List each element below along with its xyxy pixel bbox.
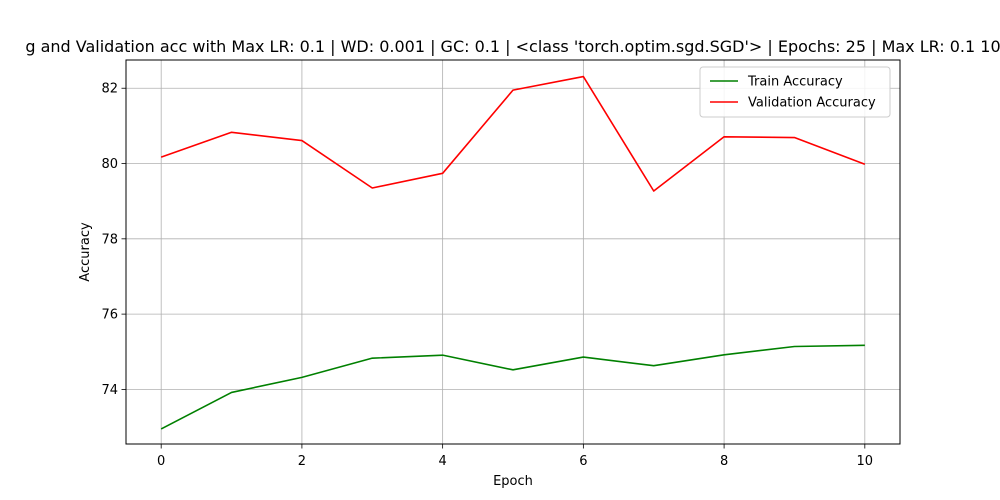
x-axis-label: Epoch bbox=[493, 474, 533, 489]
x-tick-label: 0 bbox=[157, 454, 165, 469]
y-axis-label: Accuracy bbox=[78, 222, 93, 282]
axis-ticks: 0 2 4 6 8 10 74 76 78 80 82 bbox=[101, 82, 873, 469]
series-lines bbox=[160, 75, 866, 430]
x-tick-label: 4 bbox=[438, 454, 446, 469]
legend-label: Train Accuracy bbox=[747, 75, 843, 90]
y-tick-label: 82 bbox=[101, 82, 118, 97]
x-tick-label: 2 bbox=[298, 454, 306, 469]
legend-box bbox=[699, 66, 891, 118]
y-tick-label: 76 bbox=[101, 308, 118, 323]
x-tick-label: 10 bbox=[857, 454, 874, 469]
x-tick-label: 6 bbox=[579, 454, 587, 469]
series-line-validation-accuracy bbox=[160, 75, 866, 192]
legend-label: Validation Accuracy bbox=[748, 96, 876, 111]
y-tick-label: 74 bbox=[101, 383, 118, 398]
plot-frame bbox=[125, 59, 901, 445]
x-tick-label: 8 bbox=[720, 454, 728, 469]
y-tick-label: 80 bbox=[101, 157, 118, 172]
y-tick-label: 78 bbox=[101, 232, 118, 247]
legend: Train Accuracy Validation Accuracy bbox=[699, 66, 891, 118]
series-line-train-accuracy bbox=[160, 344, 865, 430]
chart-title: g and Validation acc with Max LR: 0.1 | … bbox=[25, 37, 1000, 56]
